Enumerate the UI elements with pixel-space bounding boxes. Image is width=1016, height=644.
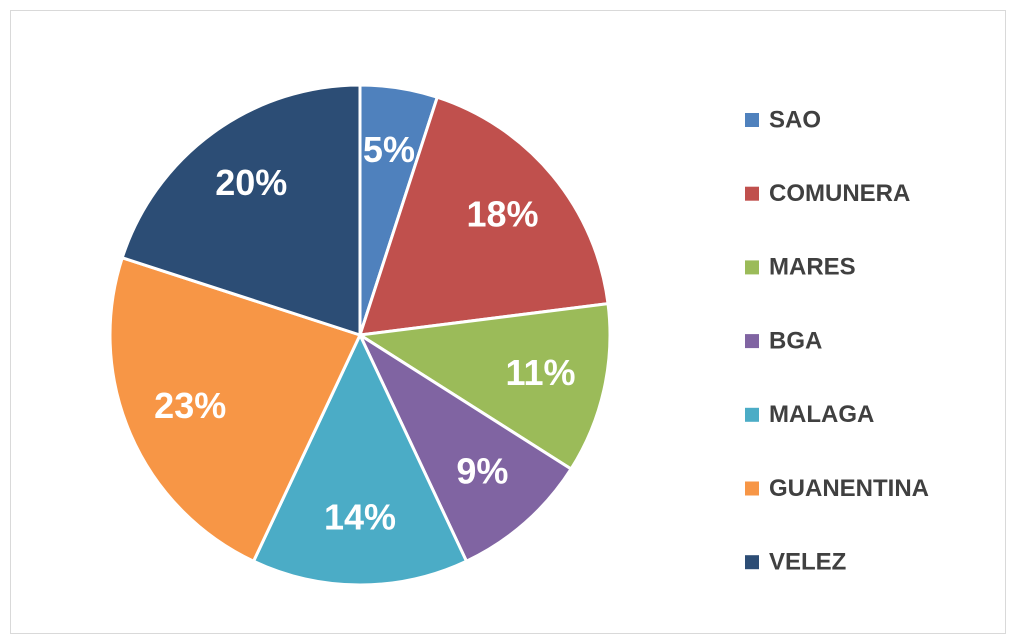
pie-slice: [120, 83, 362, 338]
data-label: 5%: [363, 129, 415, 170]
legend-swatch: [745, 555, 759, 570]
data-label: 11%: [506, 352, 576, 393]
legend-swatch: [745, 113, 759, 127]
legend-label: VELEZ: [769, 549, 846, 576]
pie-slice: [355, 301, 612, 472]
legend-swatch: [745, 407, 759, 422]
legend-swatch: [745, 260, 759, 275]
data-label: 23%: [154, 385, 226, 426]
legend-label: SAO: [769, 106, 821, 133]
data-label: 14%: [324, 497, 396, 538]
legend-swatch: [745, 334, 759, 349]
legend-label: BGA: [769, 327, 822, 354]
legend-swatch: [745, 481, 759, 496]
legend-label: COMUNERA: [769, 180, 910, 207]
data-label: 9%: [456, 450, 508, 491]
pie-slice: [108, 255, 363, 564]
data-label: 20%: [215, 162, 287, 203]
data-label: 18%: [467, 194, 539, 235]
legend-label: GUANENTINA: [769, 475, 929, 502]
pie-slice: [356, 330, 574, 564]
legend-label: MARES: [769, 254, 856, 281]
legend-swatch: [745, 186, 759, 201]
pie-slice: [251, 331, 469, 587]
legend-label: MALAGA: [769, 401, 874, 428]
pie-slice: [357, 95, 610, 337]
